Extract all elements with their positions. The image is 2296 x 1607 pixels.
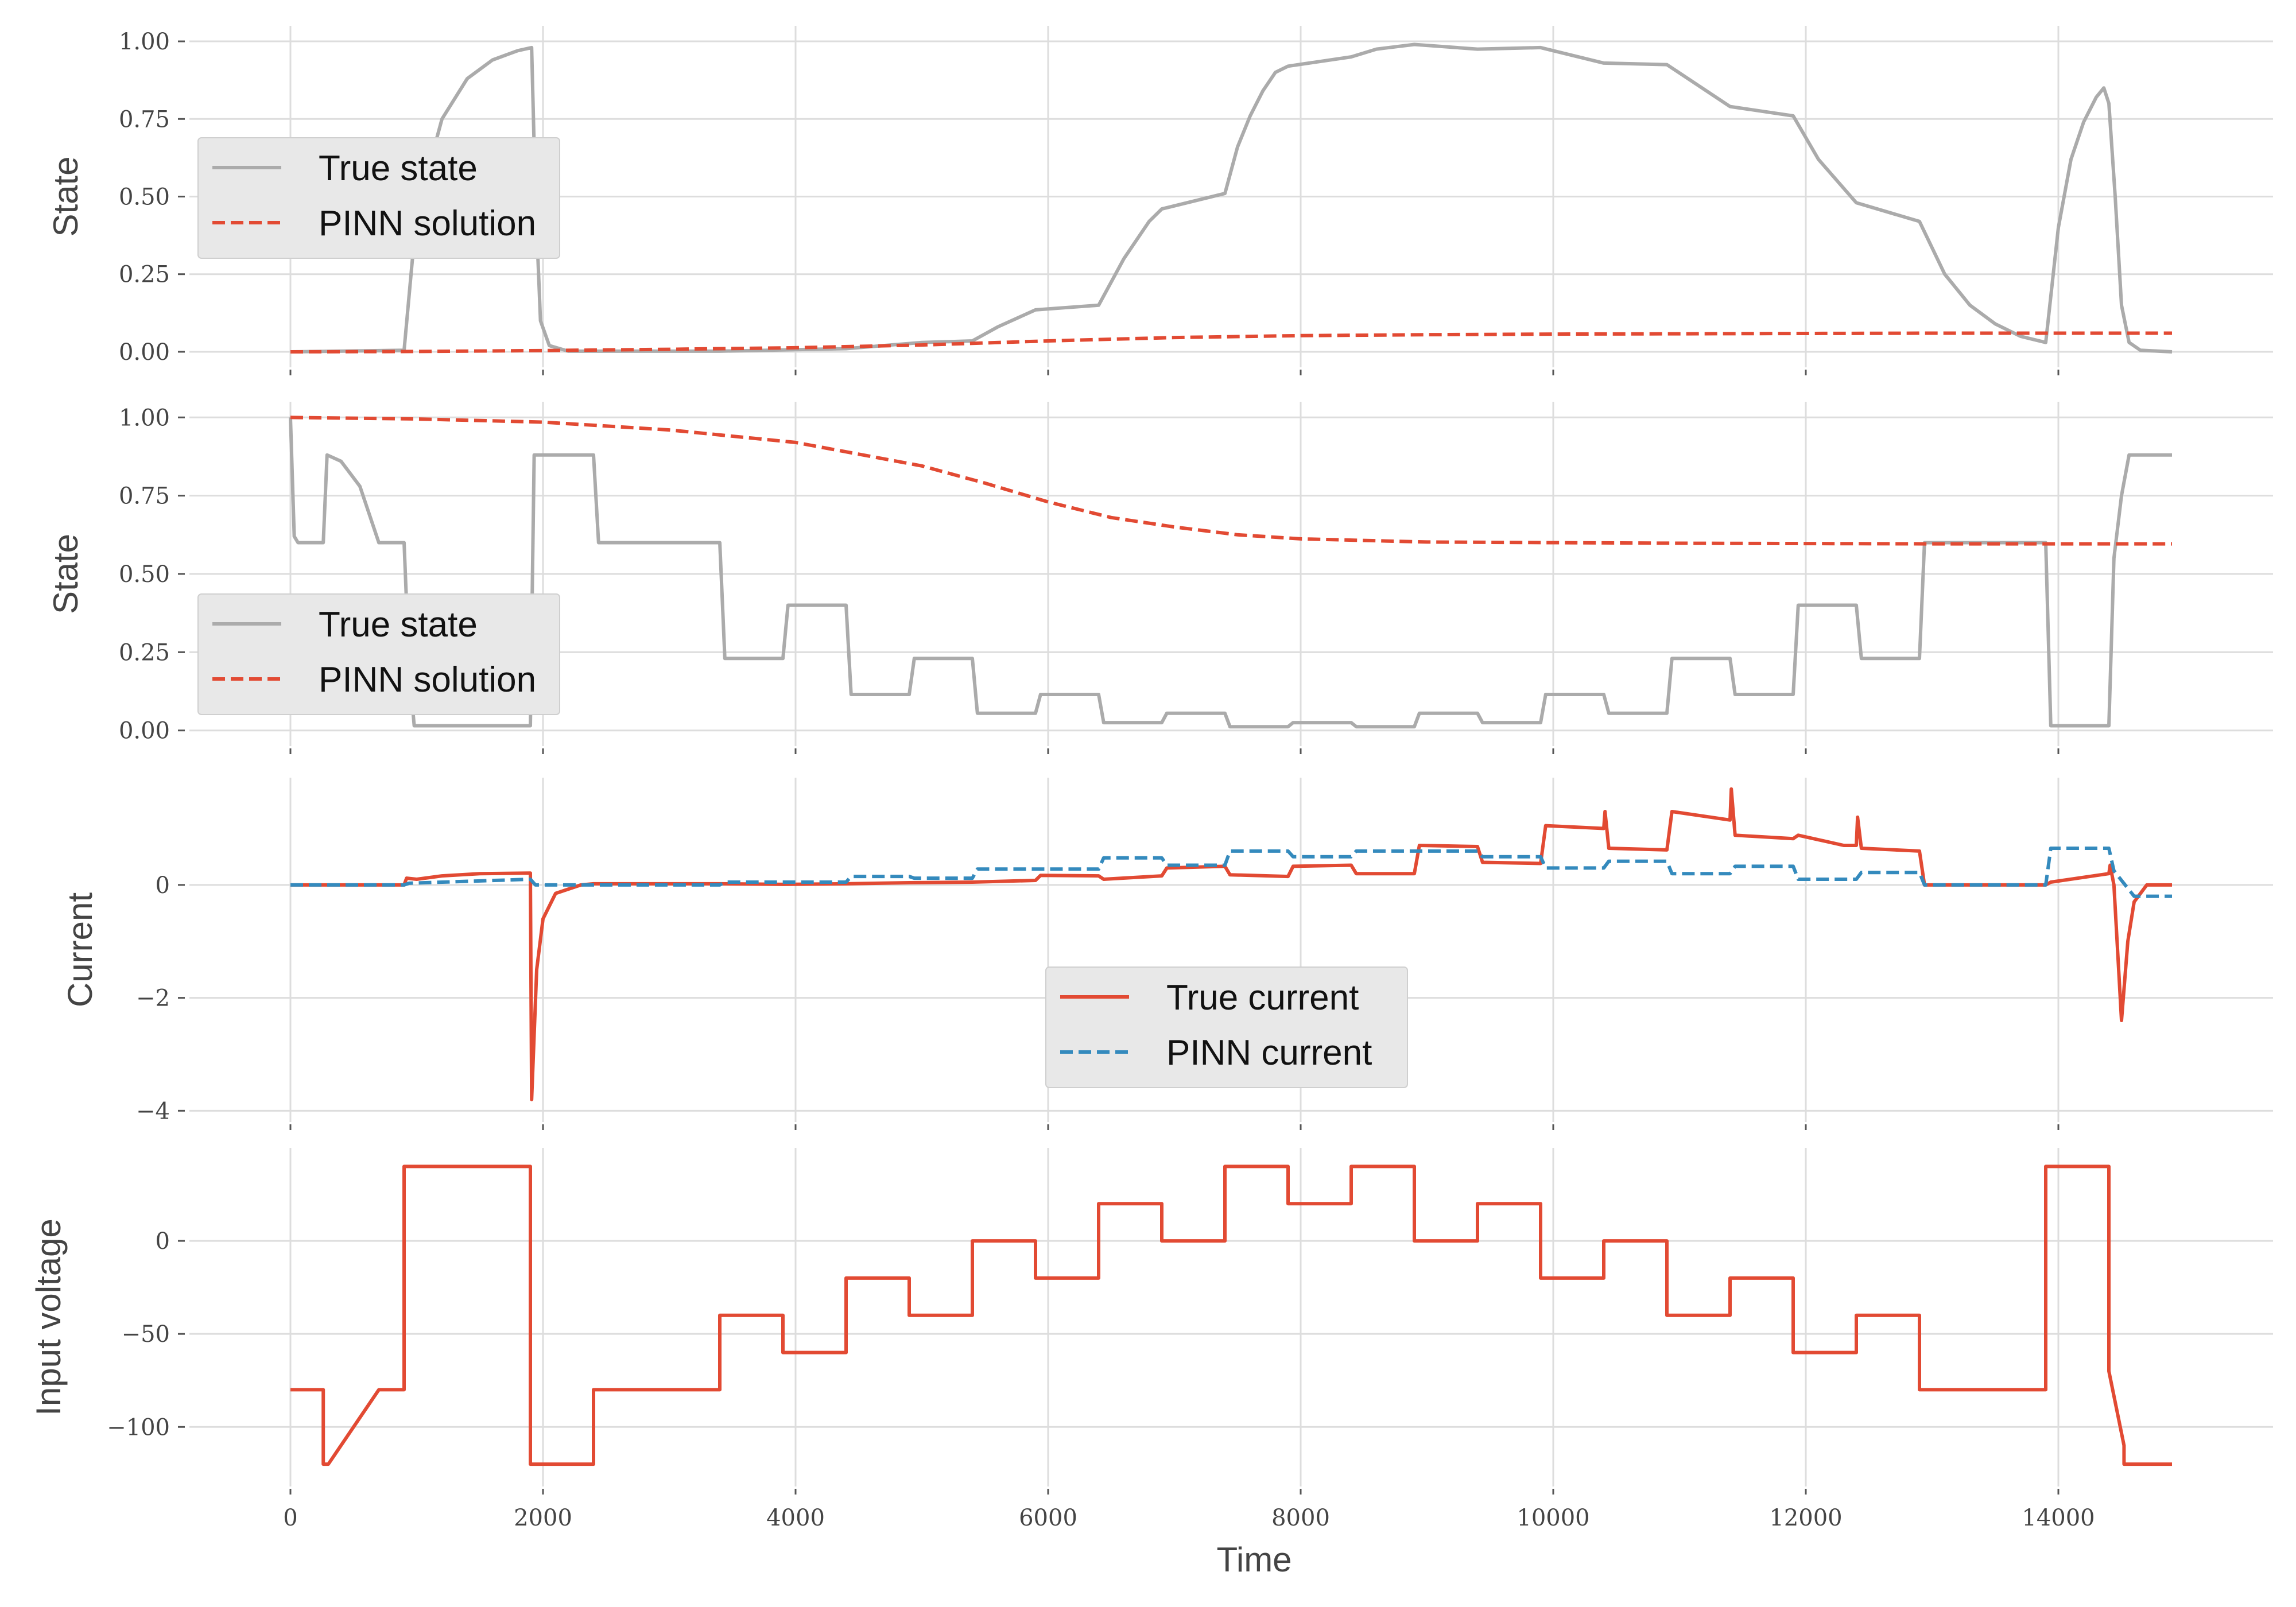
panel-2: 0.00 0.25 0.50 0.75 1.00 State True state PINN … <box>46 402 2273 754</box>
legend-label: True state <box>319 149 478 188</box>
panel-1: 0.00 0.25 0.50 0.75 1.00 State True state PINN … <box>46 26 2273 375</box>
x-tick-label: 14000 <box>2022 1505 2095 1531</box>
y-axis-label: State <box>46 156 85 236</box>
legend-box <box>1045 966 1408 1088</box>
y-tick-label: 0 <box>156 1228 170 1255</box>
legend-label: True state <box>319 605 478 645</box>
y-tick-label: 0.75 <box>119 106 170 133</box>
panel-4: 0 2000 4000 6000 8000 10000 12000 14000 −100 −50 0… <box>29 1148 2273 1579</box>
x-tick-label: 12000 <box>1769 1505 1842 1531</box>
y-tick-label: −100 <box>107 1414 170 1441</box>
y-axis-label: State <box>46 534 85 614</box>
legend-label: PINN solution <box>319 204 536 243</box>
series-line-pinn-solution <box>290 331 2172 354</box>
legend-box <box>197 593 560 715</box>
y-tick-label: 0.00 <box>119 339 170 366</box>
legend-label: PINN solution <box>319 660 536 700</box>
y-tick-label: −50 <box>122 1321 170 1348</box>
x-tick-label: 6000 <box>1019 1505 1077 1531</box>
x-tick-label: 10000 <box>1517 1505 1589 1531</box>
series-line-true-state <box>290 42 2173 354</box>
y-tick-label: 1.00 <box>119 29 170 55</box>
y-tick-label: 0.25 <box>119 639 170 666</box>
series-line-voltage <box>290 1165 2172 1466</box>
y-axis-label: Input voltage <box>29 1218 68 1416</box>
legend: True state PINN solution <box>197 593 560 715</box>
y-tick-label: 1.00 <box>119 405 170 431</box>
legend-label: PINN current <box>1166 1033 1372 1073</box>
series-line-true-current <box>290 787 2172 1101</box>
series-line-pinn-solution <box>290 416 2172 546</box>
y-tick-label: −2 <box>136 985 170 1012</box>
y-axis-label: Current <box>61 892 99 1007</box>
series-line-true-state <box>289 417 2172 729</box>
legend-label: True current <box>1166 978 1359 1018</box>
x-tick-label: 0 <box>283 1505 297 1531</box>
legend: True current PINN current <box>1045 966 1408 1088</box>
series-line-pinn-current <box>290 847 2172 898</box>
y-tick-label: 0 <box>156 872 170 899</box>
y-tick-label: 0.00 <box>119 718 170 744</box>
x-tick-label: 2000 <box>514 1505 572 1531</box>
x-tick-label: 4000 <box>766 1505 825 1531</box>
legend-box <box>197 137 560 259</box>
legend: True state PINN solution <box>197 137 560 259</box>
y-tick-label: 0.75 <box>119 483 170 510</box>
y-tick-label: 0.25 <box>119 262 170 288</box>
y-tick-label: −4 <box>136 1098 170 1124</box>
x-tick-label: 8000 <box>1271 1505 1330 1531</box>
x-axis-label: Time <box>1216 1540 1292 1579</box>
y-tick-label: 0.50 <box>119 561 170 588</box>
panel-3: −4 −2 0 Current True current PINN current <box>61 778 2273 1130</box>
y-tick-label: 0.50 <box>119 184 170 211</box>
